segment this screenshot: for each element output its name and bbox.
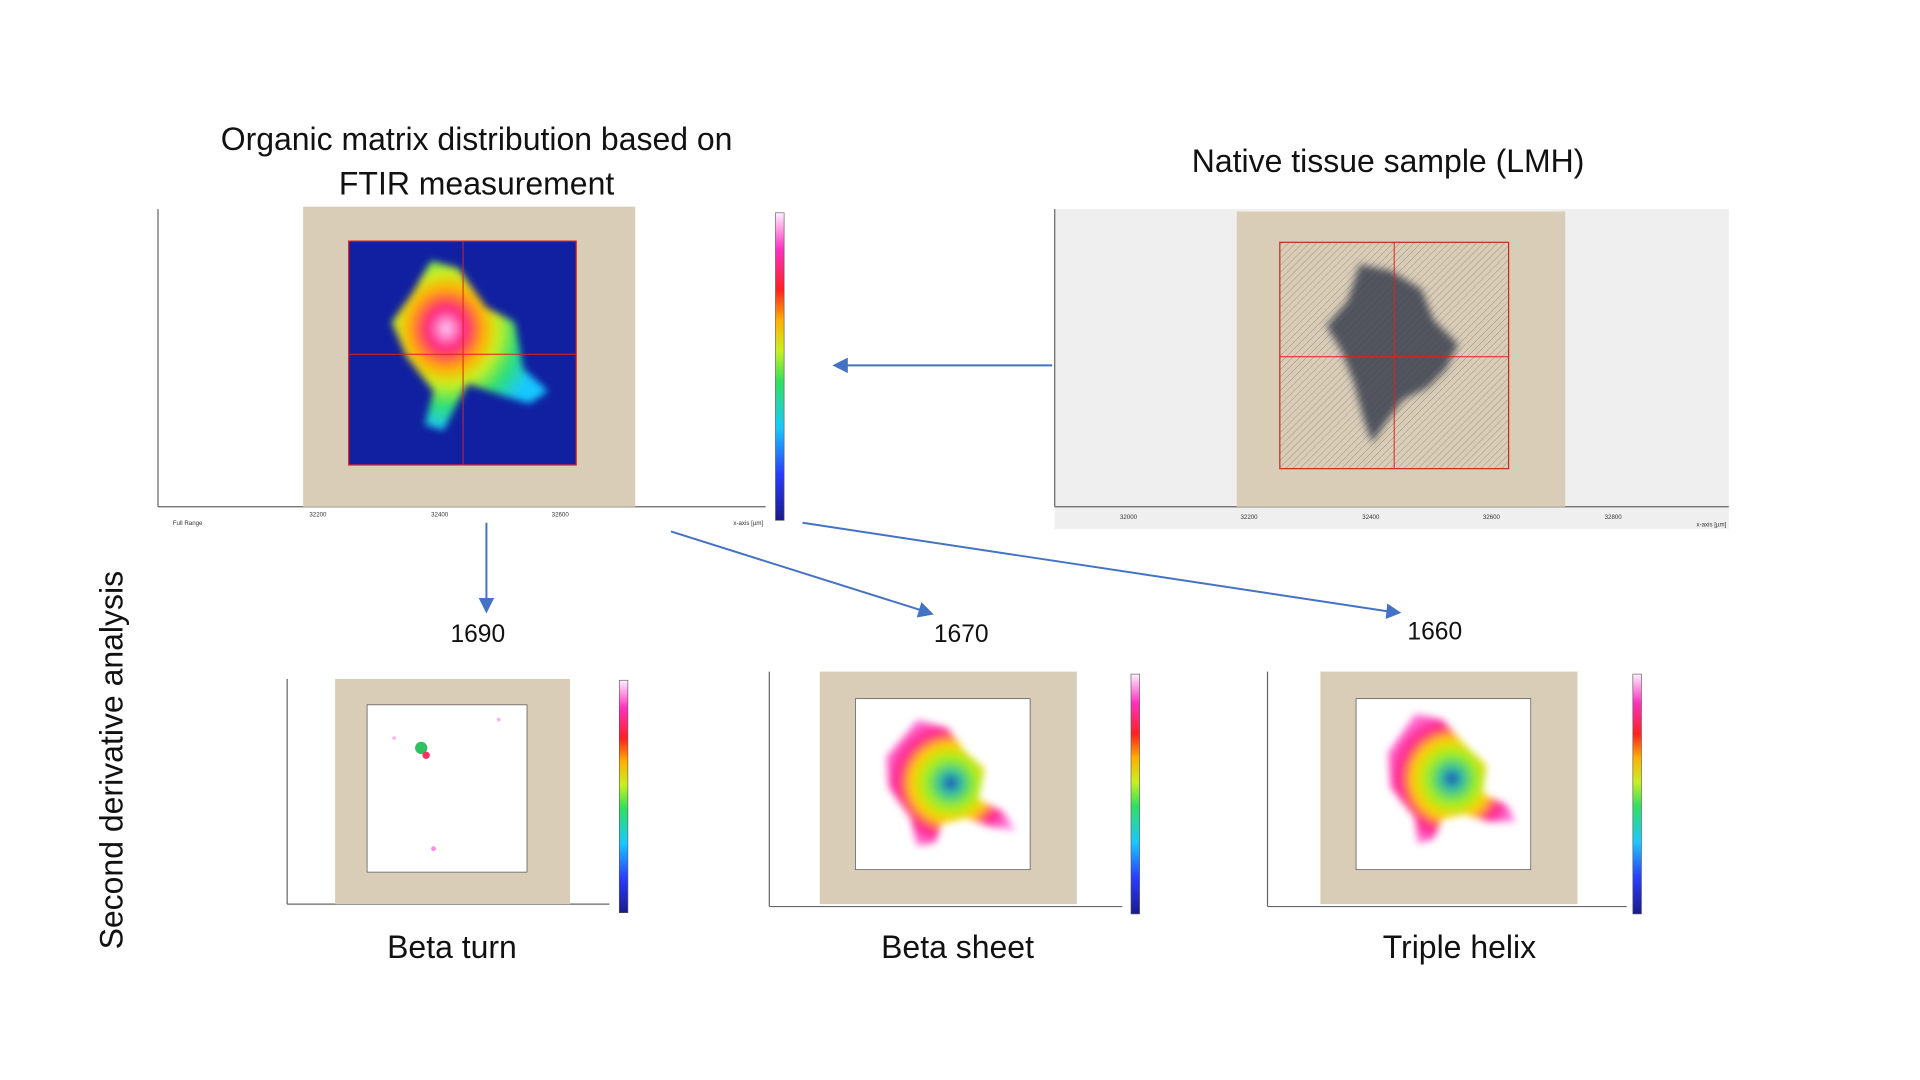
x-axis-label: x-axis [µm]: [733, 520, 763, 527]
ftir-plot: 32200 32400 32600 Full Range x-axis [µm]: [157, 206, 785, 527]
arrow: [670, 530, 921, 612]
x-tick-label: 32200: [309, 512, 327, 519]
spot: [431, 846, 436, 852]
arrow-head: [1385, 603, 1402, 620]
wavenumber: 1670: [934, 621, 989, 648]
arrow-head: [832, 357, 848, 374]
arrow-head: [478, 598, 495, 614]
range-label: Full Range: [173, 520, 203, 527]
colorbar: [1632, 673, 1642, 915]
x-tick-label: 32000: [1120, 514, 1138, 521]
panel-label: Triple helix: [1383, 929, 1536, 965]
arrow-head: [916, 602, 934, 618]
x-tick-label: 32600: [552, 512, 570, 519]
panel-label: Beta sheet: [881, 929, 1034, 965]
colorbar: [618, 679, 629, 914]
spot: [496, 717, 501, 722]
ftir-title-2: FTIR measurement: [339, 165, 614, 201]
map: [366, 704, 528, 873]
x-tick-label: 32600: [1483, 514, 1501, 521]
wavenumber: 1690: [450, 621, 505, 648]
panel-beta-turn: [286, 678, 629, 914]
blob: [1388, 713, 1516, 844]
ftir-blob: [391, 260, 548, 431]
arrow: [802, 521, 1389, 613]
spot: [415, 741, 428, 755]
blob: [886, 719, 1016, 847]
x-tick-label: 32400: [431, 512, 449, 519]
arrows: [478, 357, 1402, 620]
panel-label: Beta turn: [387, 929, 517, 965]
native-title: Native tissue sample (LMH): [1192, 143, 1585, 179]
side-label: Second derivative analysis: [93, 571, 129, 950]
x-tick-label: 32800: [1605, 514, 1623, 521]
colorbar: [775, 212, 785, 521]
native-plot: 32000 32200 32400 32600 32800 x-axis [µm…: [1054, 209, 1729, 529]
panel-beta-sheet: [768, 671, 1140, 915]
x-tick-label: 32400: [1362, 514, 1380, 521]
panel-triple-helix: [1266, 671, 1642, 915]
x-axis-label: x-axis [µm]: [1697, 521, 1727, 528]
ftir-title-1: Organic matrix distribution based on: [221, 121, 733, 157]
wavenumber: 1660: [1407, 619, 1462, 646]
spot: [392, 736, 397, 740]
colorbar: [1130, 673, 1140, 915]
spot: [422, 751, 430, 759]
tissue: [1326, 264, 1459, 443]
x-tick-label: 32200: [1241, 514, 1259, 521]
